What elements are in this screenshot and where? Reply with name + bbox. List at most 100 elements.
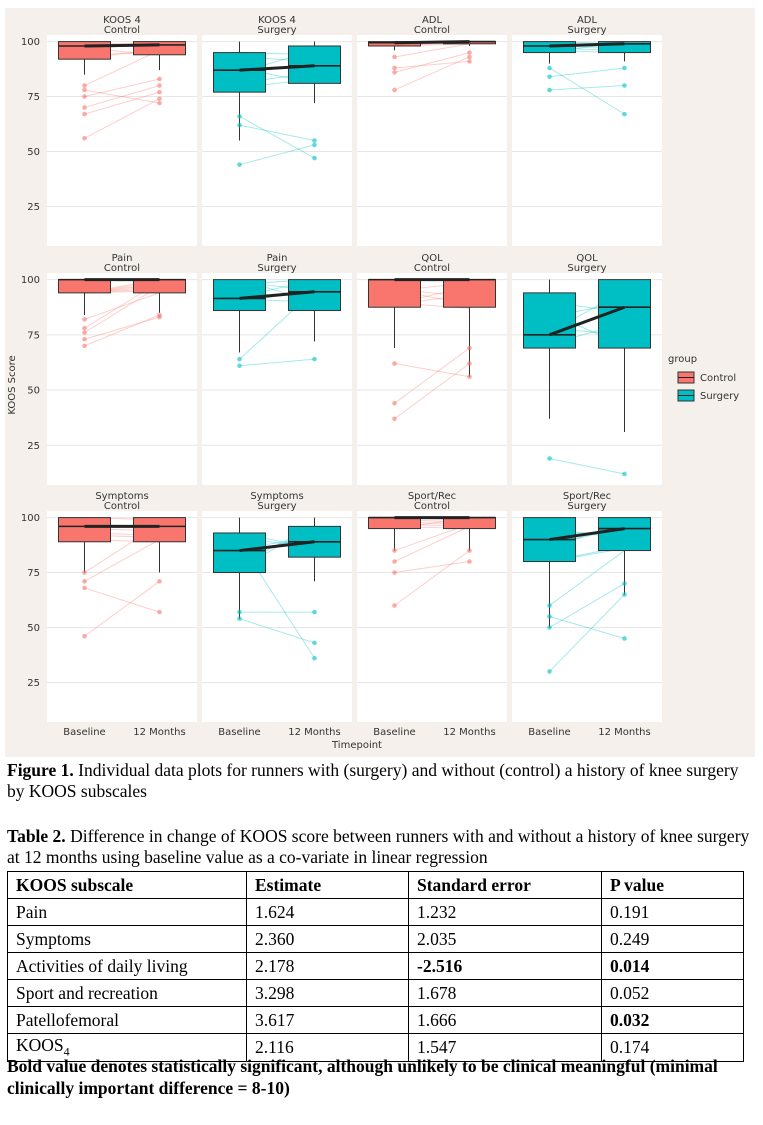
y-tick-label: 75 [27,568,40,579]
legend-label: Control [700,373,736,384]
paired-line [394,363,470,378]
data-point [547,87,552,93]
data-point [237,363,242,369]
data-point [157,579,162,584]
data-point [392,65,397,71]
data-point [237,609,242,615]
paired-line [394,347,470,404]
panel-background [512,35,662,246]
paired-line [549,594,625,672]
y-tick-label: 50 [27,386,40,397]
panel-title: KOOS 4 [103,15,141,26]
table-cell: Patellofemoral [7,1006,247,1034]
data-point [392,559,397,564]
data-point [392,70,397,75]
table-caption-text: Difference in change of KOOS score betwe… [7,826,750,867]
panel-background [47,273,197,485]
paired-line [394,561,470,574]
x-tick-label: Baseline [528,727,570,738]
table-header-cell: Estimate [246,871,409,899]
table-cell: 1.232 [408,898,602,926]
box [133,517,186,543]
table-row: Activities of daily living 2.178 -2.516 0.0… [7,952,744,980]
box [598,41,651,54]
paired-line [84,316,160,340]
data-point [392,603,397,608]
data-point [82,585,87,591]
y-axis-label: KOOS Score [7,355,18,414]
box [598,279,651,349]
data-point [312,655,317,661]
table-cell: KOOS4 [7,1033,247,1062]
table-cell: Pain [7,898,247,926]
table-cell: 3.617 [246,1006,409,1034]
y-tick-label: 25 [27,678,40,689]
x-tick-label: Baseline [218,727,260,738]
y-tick-label: 50 [27,623,40,634]
data-point [467,361,472,366]
median-connector [548,305,626,337]
data-point [157,609,162,615]
panel-subtitle: Surgery [257,263,296,274]
data-point [547,625,552,630]
x-tick-label: 12 Months [598,727,650,738]
data-point [312,155,317,161]
data-point [467,374,472,380]
data-point [392,87,397,93]
data-point [622,111,627,117]
data-point [547,614,552,619]
panel-subtitle: Surgery [257,25,296,36]
paired-line [549,583,625,628]
data-point [82,343,87,349]
panel-title: QOL [576,253,598,264]
panel-title: Sport/Rec [408,491,456,502]
box [213,532,266,574]
paired-line [394,56,470,91]
table-cell: 0.052 [601,979,744,1007]
table-cell: 2.035 [408,925,602,953]
data-point [157,96,162,102]
table-cell: 2.116 [246,1033,409,1062]
y-tick-label: 75 [27,92,40,103]
panel-subtitle: Control [104,25,140,36]
box [598,517,651,552]
x-tick-label: Baseline [373,727,415,738]
table-cell: 0.032 [601,1006,744,1034]
table-header-cell: Standard error [408,871,602,899]
median-connector [239,64,315,72]
data-point [237,162,242,167]
paired-line [84,85,160,109]
paired-line [84,98,160,139]
paired-line [84,91,160,115]
paired-line [84,539,160,582]
panel-subtitle: Control [414,25,450,36]
paired-line [394,525,470,563]
data-point [312,142,317,148]
table-cell: 0.014 [601,952,744,980]
y-tick-label: 25 [27,202,40,213]
panel-subtitle: Surgery [567,263,606,274]
table-cell: 1.624 [246,898,409,926]
data-point [237,114,242,119]
x-tick-label: 12 Months [288,727,340,738]
table-caption-label: Table 2. [7,826,66,846]
y-tick-label: 25 [27,441,40,452]
table-cell: Activities of daily living [7,952,247,980]
data-point [547,456,552,461]
data-point [237,356,242,362]
table-cell: 2.178 [246,952,409,980]
table-caption: Table 2. Difference in change of KOOS sc… [7,826,752,868]
median-connector [549,527,625,542]
table-cell: -2.516 [408,952,602,980]
x-tick-label: Baseline [63,727,105,738]
paired-line [84,89,160,104]
paired-line [84,78,160,98]
data-point [82,87,87,93]
table-row: Pain 1.624 1.232 0.191 [7,898,744,926]
results-table: KOOS subscale Estimate Standard error P val… [7,871,744,1062]
data-point [82,336,87,342]
paired-line [84,580,160,637]
panel-background [357,273,507,485]
median-connector [394,40,470,45]
median-connector [549,42,625,48]
